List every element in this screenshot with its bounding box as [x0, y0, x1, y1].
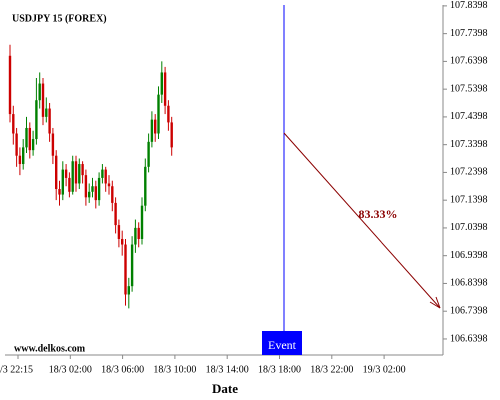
candle-body	[91, 186, 94, 192]
candle-body	[81, 164, 84, 176]
candle-body	[71, 161, 74, 192]
x-tick-label: /3 22:15	[0, 364, 33, 375]
x-tick-label: 18/3 22:00	[310, 364, 353, 375]
watermark: www.delkos.com	[14, 343, 86, 354]
candle-body	[25, 127, 28, 148]
candle-body	[160, 72, 163, 95]
candle-body	[41, 83, 45, 117]
candle-body	[134, 227, 137, 245]
x-tick-label: 18/3 02:00	[49, 364, 92, 375]
candle-body	[140, 205, 144, 239]
y-tick-label: 106.6398	[450, 333, 488, 344]
candle-body	[22, 147, 25, 165]
candle-body	[97, 177, 101, 201]
candle-body	[31, 139, 35, 151]
x-axis-title: Date	[212, 381, 238, 396]
candle-body	[154, 119, 157, 134]
y-tick-label: 107.1398	[450, 194, 488, 205]
candle-body	[74, 161, 78, 184]
candle-body	[64, 169, 68, 178]
candle-body	[111, 186, 114, 203]
candle-body	[167, 105, 170, 123]
candle-body	[28, 127, 31, 151]
candle-body	[68, 177, 71, 192]
candle-body	[107, 183, 111, 187]
candle-body	[61, 169, 64, 195]
candle-body	[78, 164, 81, 184]
candle-body	[124, 244, 127, 295]
candle-body	[170, 122, 173, 148]
candle-body	[130, 244, 134, 287]
candle-body	[94, 186, 97, 201]
candle-body	[137, 227, 140, 239]
candle-body	[104, 169, 107, 184]
x-tick-label: 19/3 02:00	[363, 364, 406, 375]
x-tick-label: 18/3 10:00	[153, 364, 196, 375]
candle-body	[127, 286, 130, 295]
y-tick-label: 107.7398	[450, 28, 488, 39]
y-tick-label: 107.2398	[450, 167, 488, 178]
candle-body	[150, 119, 154, 142]
candle-body	[114, 202, 117, 226]
candle-body	[8, 55, 12, 115]
candle-body	[58, 189, 61, 195]
y-tick-label: 107.5398	[450, 83, 488, 94]
x-tick-label: 18/3 14:00	[206, 364, 249, 375]
candle-body	[35, 100, 38, 140]
candle-body	[45, 108, 48, 117]
arrow-head	[429, 296, 441, 309]
candle-body	[18, 155, 22, 165]
candle-body	[157, 94, 160, 134]
candle-body	[144, 166, 147, 206]
x-tick-label: 18/3 18:00	[258, 364, 301, 375]
candle-body	[12, 114, 15, 134]
candle-body	[15, 133, 18, 156]
candle-body	[38, 83, 41, 101]
candle-body	[51, 133, 55, 156]
y-tick-label: 107.3398	[450, 139, 488, 150]
candle-body	[121, 238, 124, 245]
y-tick-label: 106.8398	[450, 278, 488, 289]
y-tick-label: 107.4398	[450, 111, 488, 122]
candle-body	[84, 175, 88, 198]
y-tick-label: 107.0398	[450, 222, 488, 233]
event-label: Event	[268, 338, 297, 352]
candle-body	[101, 169, 104, 178]
chart-title: USDJPY 15 (FOREX)	[12, 13, 107, 24]
y-tick-label: 106.9398	[450, 250, 488, 261]
candle-body	[117, 225, 121, 239]
annotation: 83.33%	[359, 207, 398, 221]
candle-body	[163, 72, 167, 106]
x-tick-label: 18/3 06:00	[101, 364, 144, 375]
candle-body	[55, 155, 58, 190]
candle-body	[48, 108, 51, 134]
event-box	[262, 331, 302, 355]
y-tick-label: 106.7398	[450, 305, 488, 316]
candle-body	[147, 141, 150, 167]
y-tick-label: 107.8398	[450, 0, 488, 11]
candle-body	[88, 191, 91, 198]
y-tick-label: 107.6398	[450, 56, 488, 67]
projection-arrow	[283, 132, 441, 309]
